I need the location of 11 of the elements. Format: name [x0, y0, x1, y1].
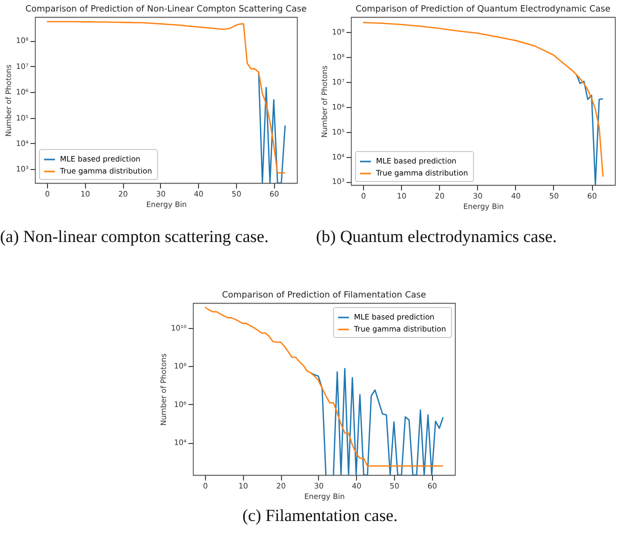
chart-title: Comparison of Prediction of Quantum Electrodynamic Case — [356, 4, 610, 14]
line-series — [362, 22, 604, 178]
chart-title: Comparison of Prediction of Filamentation Case — [222, 290, 426, 300]
line-series — [204, 306, 444, 467]
line-series — [576, 74, 604, 185]
text: (c) Filamentation case. — [241, 505, 399, 526]
text: (a) Non-linear compton scattering case. — [0, 226, 270, 247]
line-series — [46, 20, 286, 174]
line-series — [258, 72, 286, 183]
text: (b) Quantum electrodynamics case. — [316, 226, 558, 247]
chart-title: Comparison of Prediction of Non-Linear Compton Scattering Case — [25, 4, 307, 14]
